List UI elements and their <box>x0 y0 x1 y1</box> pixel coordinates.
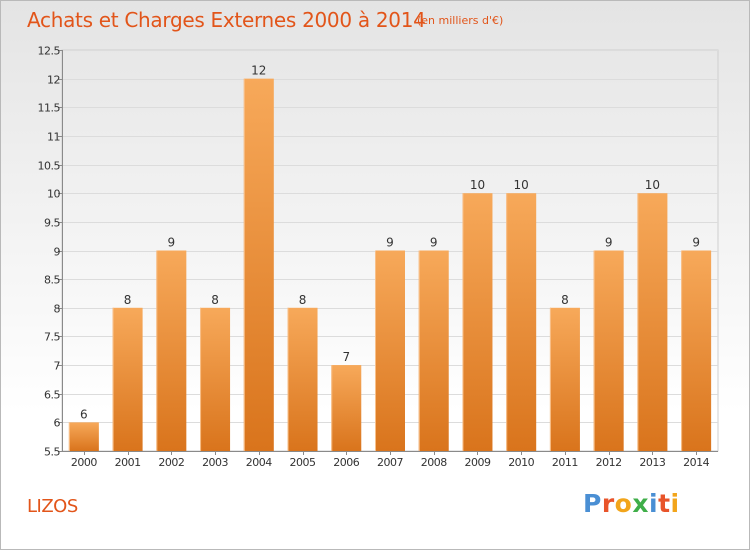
logo-letter: P <box>583 489 602 518</box>
y-tick-label: 7 <box>54 360 61 373</box>
bar <box>68 422 99 451</box>
data-label: 9 <box>430 236 438 250</box>
y-tick-label: 9.5 <box>44 217 60 230</box>
bar <box>462 193 493 451</box>
x-tick-label: 2013 <box>639 456 665 469</box>
y-tick-label: 9 <box>54 246 61 259</box>
bar <box>506 193 537 451</box>
x-tick-label: 2007 <box>377 456 403 469</box>
logo-letter: i <box>670 489 680 518</box>
y-tick-label: 12.5 <box>38 45 61 58</box>
x-tick-label: 2006 <box>333 456 359 469</box>
town-name: LIZOS <box>27 496 78 517</box>
data-label: 8 <box>561 293 569 307</box>
bar <box>112 307 143 451</box>
data-label: 10 <box>514 178 529 192</box>
logo-letter: t <box>658 489 671 518</box>
bar <box>156 250 187 451</box>
bar <box>681 250 712 451</box>
y-tick-label: 10 <box>47 188 60 201</box>
data-label: 8 <box>211 293 219 307</box>
x-tick-label: 2005 <box>290 456 316 469</box>
bar <box>287 307 318 451</box>
chart-subtitle: (en milliers d'€) <box>417 14 504 27</box>
bar <box>243 78 274 452</box>
data-label: 10 <box>470 178 485 192</box>
y-tick-label: 6.5 <box>44 389 60 402</box>
logo-letter: o <box>614 489 633 518</box>
x-tick-label: 2008 <box>421 456 447 469</box>
x-tick-label: 2002 <box>158 456 184 469</box>
bar <box>375 250 405 451</box>
y-tick-label: 10.5 <box>38 160 61 173</box>
y-tick-label: 8 <box>54 303 61 316</box>
bar <box>200 307 231 451</box>
y-tick-label: 7.5 <box>44 331 60 344</box>
y-tick-label: 8.5 <box>44 274 60 287</box>
x-tick-label: 2003 <box>202 456 228 469</box>
logo-letter: r <box>601 489 615 518</box>
y-tick-label: 12 <box>47 74 60 87</box>
bar <box>418 250 449 451</box>
y-tick-label: 6 <box>54 417 61 430</box>
x-tick-label: 2012 <box>596 456 622 469</box>
x-tick-label: 2011 <box>552 456 578 469</box>
data-label: 7 <box>342 350 350 364</box>
logo-letter: x <box>632 489 649 518</box>
bar <box>637 193 668 451</box>
y-tick-label: 11.5 <box>38 102 61 115</box>
bar <box>593 250 624 451</box>
data-label: 10 <box>645 178 660 192</box>
data-label: 6 <box>80 407 88 421</box>
data-label: 8 <box>299 293 307 307</box>
data-label: 9 <box>168 236 176 250</box>
x-tick-label: 2001 <box>115 456 141 469</box>
x-tick-label: 2014 <box>683 456 709 469</box>
data-label: 9 <box>605 236 613 250</box>
y-tick-label: 5.5 <box>44 446 60 459</box>
data-label: 12 <box>251 64 266 78</box>
data-label: 9 <box>386 236 394 250</box>
bar <box>549 307 580 451</box>
x-tick-label: 2010 <box>508 456 534 469</box>
x-tick-label: 2009 <box>464 456 490 469</box>
bar <box>331 365 362 451</box>
proxiti-logo[interactable]: Proxiti <box>583 489 680 518</box>
y-tick-label: 11 <box>47 131 60 144</box>
chart-title: Achats et Charges Externes 2000 à 2014 <box>27 8 426 32</box>
x-tick-label: 2004 <box>246 456 272 469</box>
data-label: 8 <box>124 293 132 307</box>
data-label: 9 <box>692 236 700 250</box>
x-tick-label: 2000 <box>71 456 97 469</box>
logo-letter: i <box>649 489 659 518</box>
